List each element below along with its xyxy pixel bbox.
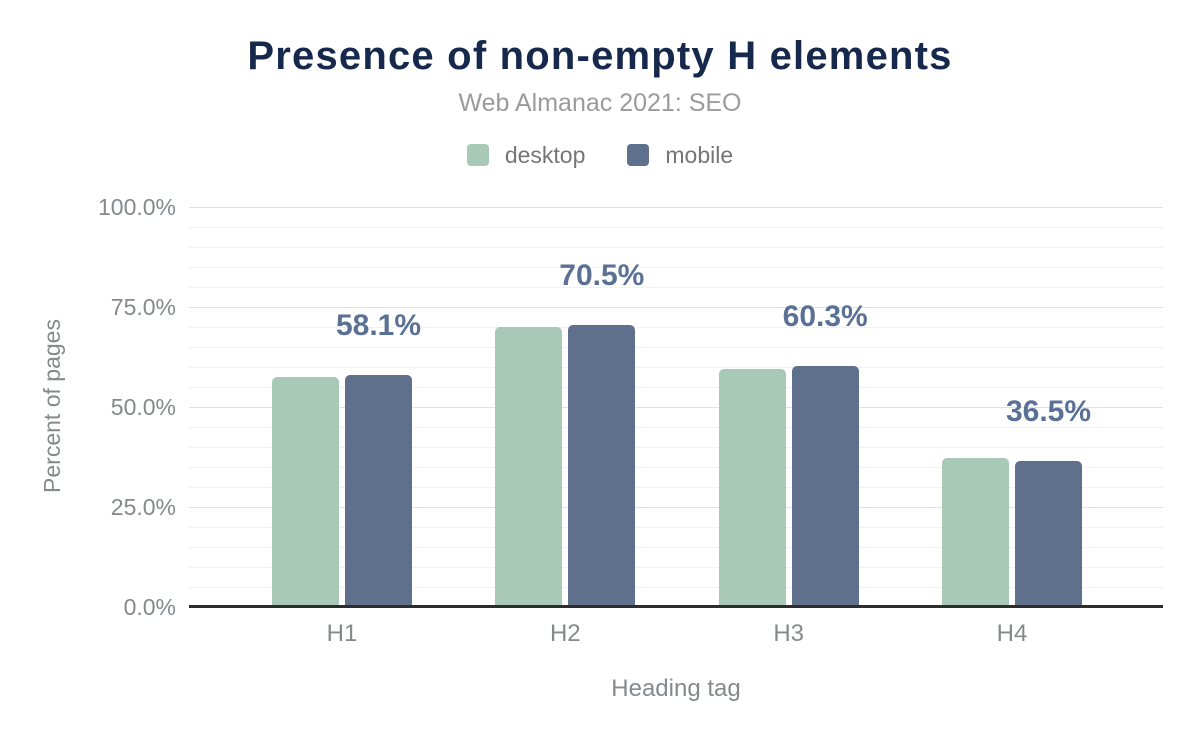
bar-desktop-h3 — [718, 369, 786, 607]
minor-gridline — [189, 367, 1163, 368]
bar-mobile-h4 — [1015, 461, 1082, 607]
minor-gridline — [189, 227, 1163, 228]
x-tick-label-h4: H4 — [996, 620, 1028, 647]
bar-mobile-h1 — [345, 374, 412, 607]
major-gridline — [189, 407, 1163, 408]
major-gridline — [189, 307, 1163, 308]
legend-item-mobile: mobile — [627, 142, 733, 168]
minor-gridline — [189, 487, 1163, 488]
minor-gridline — [189, 327, 1163, 328]
minor-gridline — [189, 347, 1163, 348]
bar-desktop-h2 — [495, 326, 563, 607]
minor-gridline — [189, 427, 1163, 428]
major-gridline — [189, 207, 1163, 208]
bar-mobile-h2 — [568, 325, 636, 607]
minor-gridline — [189, 387, 1163, 388]
bar-value-label-h1: 58.1% — [335, 308, 422, 342]
legend-label-desktop: desktop — [504, 142, 586, 168]
bar-desktop-h4 — [942, 457, 1009, 607]
minor-gridline — [189, 447, 1163, 448]
y-tick-label: 25.0% — [110, 494, 176, 520]
minor-gridline — [189, 467, 1163, 468]
x-tick-label-h2: H2 — [549, 620, 581, 647]
plot-area — [189, 207, 1163, 607]
bar-mobile-h3 — [791, 365, 859, 607]
bar-value-label-h2: 70.5% — [559, 259, 645, 292]
y-tick-label: 50.0% — [110, 394, 176, 420]
minor-gridline — [189, 587, 1163, 588]
x-tick-label-h3: H3 — [773, 620, 805, 647]
minor-gridline — [189, 547, 1163, 548]
x-tick-label-h1: H1 — [326, 620, 358, 647]
minor-gridline — [189, 567, 1163, 568]
bar-value-label-h4: 36.5% — [1005, 395, 1092, 428]
x-axis-line — [189, 605, 1163, 608]
minor-gridline — [189, 247, 1163, 248]
major-gridline — [189, 507, 1163, 508]
y-tick-label: 100.0% — [97, 194, 176, 220]
legend-label-mobile: mobile — [665, 142, 734, 168]
minor-gridline — [189, 287, 1163, 288]
bar-value-label-h3: 60.3% — [782, 299, 868, 333]
mobile-swatch-icon — [627, 144, 650, 166]
legend-item-desktop: desktop — [466, 142, 586, 168]
chart-title: Presence of non-empty H elements — [247, 34, 953, 78]
y-tick-label: 0.0% — [123, 594, 176, 620]
desktop-swatch-icon — [466, 144, 489, 166]
minor-gridline — [189, 527, 1163, 528]
x-axis-title: Heading tag — [611, 675, 741, 702]
minor-gridline — [189, 267, 1163, 268]
y-tick-label: 75.0% — [110, 294, 176, 320]
bar-desktop-h1 — [272, 377, 339, 607]
legend: desktop mobile — [0, 142, 1200, 168]
chart-subtitle: Web Almanac 2021: SEO — [458, 89, 742, 117]
